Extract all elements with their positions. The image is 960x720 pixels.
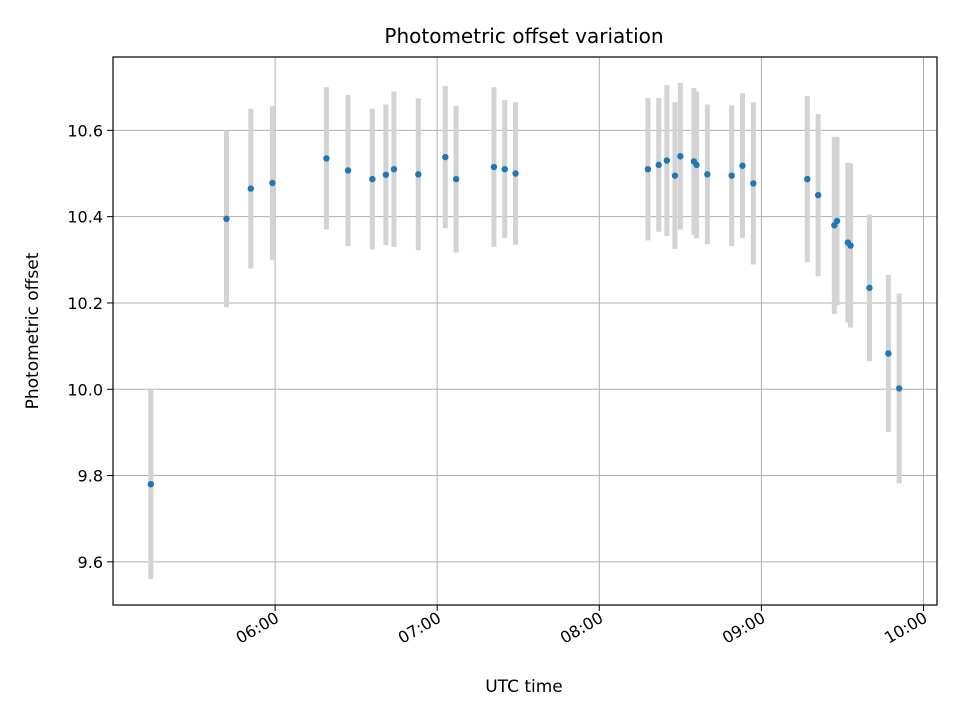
data-point bbox=[704, 171, 711, 178]
data-point bbox=[895, 385, 903, 392]
x-tick-label: 08:00 bbox=[557, 608, 606, 648]
data-point bbox=[512, 170, 519, 177]
x-tick-label: 10:00 bbox=[881, 608, 930, 648]
data-point bbox=[644, 165, 652, 173]
data-point bbox=[655, 161, 662, 169]
y-axis-label: Photometric offset bbox=[23, 252, 43, 409]
data-point bbox=[693, 161, 700, 169]
grid-lines bbox=[113, 57, 937, 605]
y-tick-label: 9.8 bbox=[78, 467, 103, 486]
data-point bbox=[663, 157, 671, 164]
data-point bbox=[382, 171, 390, 178]
y-tick-label: 10.2 bbox=[67, 294, 103, 313]
data-point bbox=[323, 155, 330, 162]
y-tick-label: 10.0 bbox=[67, 380, 103, 399]
y-tick-label: 9.6 bbox=[78, 553, 103, 572]
y-tick-label: 10.4 bbox=[67, 208, 103, 227]
data-point bbox=[442, 153, 449, 161]
data-point bbox=[728, 172, 735, 179]
data-point bbox=[247, 185, 254, 192]
data-point bbox=[885, 350, 892, 357]
y-tick-label: 10.6 bbox=[67, 121, 103, 140]
data-point bbox=[223, 215, 230, 223]
x-tick-label: 09:00 bbox=[719, 608, 768, 648]
data-point bbox=[369, 175, 376, 183]
data-point bbox=[750, 180, 757, 187]
x-tick-label: 06:00 bbox=[233, 608, 282, 648]
data-point bbox=[814, 191, 822, 199]
data-point bbox=[490, 163, 498, 171]
data-point bbox=[269, 179, 276, 187]
data-point bbox=[147, 480, 155, 488]
x-axis-label: UTC time bbox=[485, 677, 563, 697]
data-point bbox=[415, 171, 422, 178]
data-point bbox=[390, 165, 398, 173]
data-point bbox=[671, 172, 679, 179]
data-point bbox=[804, 175, 811, 183]
data-points bbox=[147, 153, 903, 488]
data-point bbox=[866, 284, 873, 292]
error-bars bbox=[148, 82, 902, 580]
data-point bbox=[452, 175, 460, 183]
data-point bbox=[677, 153, 684, 160]
data-point bbox=[501, 165, 508, 173]
data-point bbox=[739, 162, 746, 169]
plot-frame bbox=[112, 56, 938, 606]
x-axis-ticks: 06:00 07:00 08:00 09:00 10:00 bbox=[233, 605, 930, 648]
data-point bbox=[833, 217, 841, 225]
chart-title: Photometric offset variation bbox=[384, 24, 663, 48]
data-point bbox=[344, 167, 352, 174]
y-axis-ticks: 9.6 9.8 10.0 10.2 10.4 10.6 bbox=[67, 121, 113, 572]
data-point bbox=[847, 242, 854, 249]
x-tick-label: 07:00 bbox=[395, 608, 444, 648]
